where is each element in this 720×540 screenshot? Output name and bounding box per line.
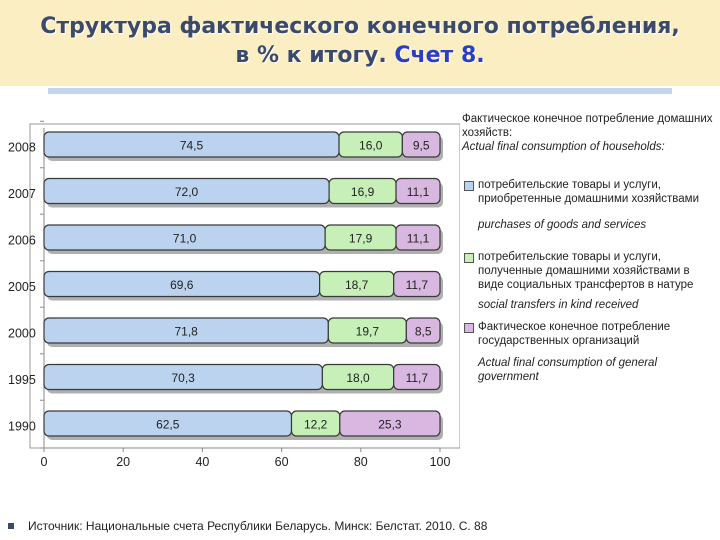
bar-segment xyxy=(395,177,441,205)
legend-label: Фактическое конечное потребление государ… xyxy=(478,321,671,347)
y-tick-label: 2006 xyxy=(8,234,36,248)
data-label: 69,6 xyxy=(170,278,194,292)
square-bullet-icon xyxy=(8,522,14,529)
data-label: 8,5 xyxy=(415,325,432,339)
bar-segment xyxy=(393,270,441,298)
bar-segment xyxy=(401,131,441,158)
x-tick-label: 60 xyxy=(275,455,289,469)
bar-segment xyxy=(339,410,441,437)
y-tick-label: 2000 xyxy=(8,327,36,341)
data-label: 71,8 xyxy=(174,325,198,339)
chart-title: Структура фактического конечного потребл… xyxy=(0,12,720,70)
legend-swatch-green xyxy=(464,253,474,263)
source-text: Источник: Национальные счета Республики … xyxy=(28,519,488,533)
legend-group-title: Фактическое конечное потребление домашни… xyxy=(462,113,713,139)
legend-label-en: Actual final consumption of general gove… xyxy=(478,357,657,383)
data-label: 62,5 xyxy=(156,418,180,432)
data-label: 9,5 xyxy=(413,139,430,153)
source-note: Источник: Национальные счета Республики … xyxy=(8,519,487,533)
title-banner xyxy=(0,0,720,86)
title-divider xyxy=(48,88,672,94)
title-line-2-prefix: в % к итогу. xyxy=(235,43,387,68)
title-line-1: Структура фактического конечного потребл… xyxy=(40,14,680,39)
bar-segment xyxy=(395,224,441,251)
y-tick-label: 2005 xyxy=(8,280,36,294)
legend-swatch-blue xyxy=(464,181,474,191)
legend-label-en: social transfers in kind received xyxy=(478,299,639,311)
legend-label: потребительские товары и услуги, приобре… xyxy=(478,179,699,205)
data-label: 11,1 xyxy=(407,185,430,199)
data-label: 71,0 xyxy=(173,232,197,246)
x-tick-label: 40 xyxy=(195,455,209,469)
y-tick-label: 2008 xyxy=(8,141,36,155)
data-label: 16,0 xyxy=(359,139,383,153)
legend-item-social-transfers: потребительские товары и услуги, получен… xyxy=(462,250,718,312)
data-label: 11,7 xyxy=(406,278,429,292)
data-label: 74,5 xyxy=(180,139,204,153)
data-label: 18,0 xyxy=(346,371,370,385)
y-tick-label: 1990 xyxy=(8,420,36,434)
data-label: 16,9 xyxy=(351,185,375,199)
legend-item-government: Фактическое конечное потребление государ… xyxy=(462,320,718,384)
data-label: 11,1 xyxy=(407,232,430,246)
legend-label: потребительские товары и услуги, получен… xyxy=(478,251,694,291)
legend-group-title-en: Actual final consumption of households: xyxy=(462,141,665,153)
data-label: 70,3 xyxy=(172,371,196,385)
data-label: 18,7 xyxy=(345,278,369,292)
stacked-bar-chart: 2008 74,5 16,0 9,5 2007 72,0 16,9 11,1 2006 71,0 1… xyxy=(8,120,460,469)
legend-label-en: purchases of goods and services xyxy=(478,219,647,231)
x-tick-label: 100 xyxy=(430,455,451,469)
legend-swatch-purple xyxy=(464,323,474,333)
data-label: 12,2 xyxy=(304,418,328,432)
y-tick-label: 1995 xyxy=(8,373,36,387)
x-tick-label: 0 xyxy=(41,455,48,469)
chart-legend: Фактическое конечное потребление домашни… xyxy=(462,112,718,384)
data-label: 25,3 xyxy=(378,418,402,432)
bar-segment xyxy=(393,363,441,391)
title-line-2-accent: Счет 8. xyxy=(394,43,485,68)
data-label: 19,7 xyxy=(356,325,380,339)
data-label: 72,0 xyxy=(175,185,199,199)
x-tick-label: 20 xyxy=(116,455,130,469)
data-label: 11,7 xyxy=(406,371,429,385)
bar-segment xyxy=(405,317,441,344)
legend-item-purchases: потребительские товары и услуги, приобре… xyxy=(462,178,718,232)
title-line-2: в % к итогу. Счет 8. xyxy=(0,41,720,70)
x-tick-label: 80 xyxy=(354,455,368,469)
data-label: 17,9 xyxy=(349,232,373,246)
y-tick-label: 2007 xyxy=(8,187,36,201)
